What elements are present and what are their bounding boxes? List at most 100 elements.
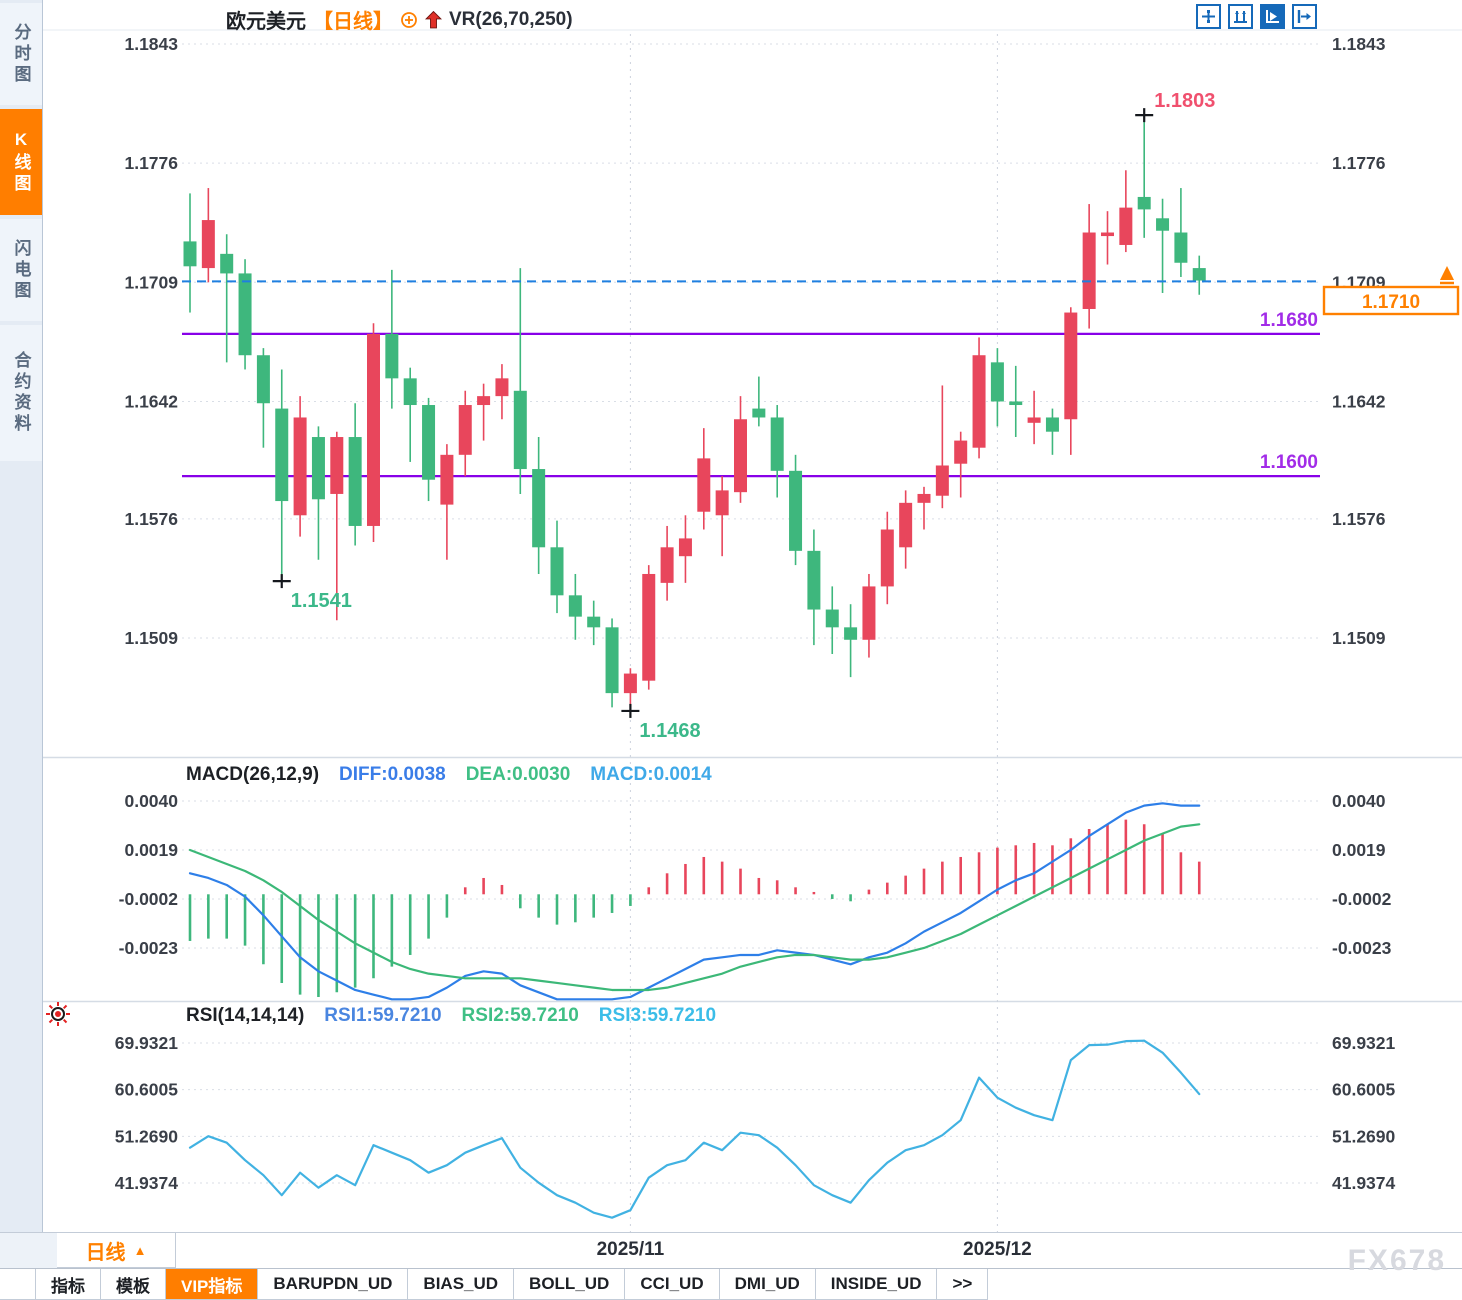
candle-body — [807, 550, 821, 610]
candle-body — [348, 437, 362, 526]
candle-body — [385, 333, 399, 379]
axis-tick-label: 0.0040 — [1332, 791, 1386, 811]
sidebar-tab-3[interactable]: 闪电图 — [0, 219, 42, 321]
indicator-tab-5[interactable]: BIAS_UD — [408, 1269, 515, 1300]
candle-body — [311, 437, 325, 500]
axis-tick-label: -0.0023 — [1332, 938, 1392, 958]
indicator-tab-2[interactable]: 模板 — [101, 1269, 166, 1300]
indicator-tab-8[interactable]: DMI_UD — [719, 1269, 816, 1300]
indicator-tab-7[interactable]: CCI_UD — [625, 1269, 720, 1300]
candle-body — [458, 405, 472, 455]
candle-body — [899, 502, 913, 548]
macd-hist-value: MACD:0.0014 — [590, 764, 712, 785]
circle-plus-icon[interactable] — [400, 11, 418, 29]
candle-body — [1064, 312, 1078, 420]
period-selector-label: 日线 — [85, 1241, 126, 1264]
indicator-tab-1[interactable]: 指标 — [36, 1269, 101, 1300]
candle-body — [330, 437, 344, 494]
axis-tick-label: 60.6005 — [115, 1080, 179, 1100]
candle-body — [935, 465, 949, 496]
axis-tick-label: -0.0002 — [119, 889, 179, 909]
axis-tick-label: 69.9321 — [115, 1033, 179, 1053]
candle-body — [623, 673, 637, 694]
symbol-title: 欧元美元 — [226, 11, 306, 33]
tabbar-more-button[interactable]: >> — [937, 1269, 989, 1300]
candle-body — [256, 355, 270, 404]
pane-shift-icon[interactable] — [1292, 4, 1317, 29]
low-annotation: 1.1468 — [639, 720, 700, 742]
candle-body — [734, 419, 747, 493]
sidebar-tab-4[interactable]: 合约资料 — [0, 325, 42, 461]
rsi-line — [188, 1039, 1201, 1219]
candle-body — [1009, 401, 1023, 406]
axis-tick-label: 1.1709 — [124, 272, 178, 292]
macd-label-row: MACD(26,12,9) DIFF:0.0038 DEA:0.0030 MAC… — [186, 764, 712, 786]
candle-body — [1082, 232, 1096, 309]
candle-body — [477, 396, 491, 406]
candle-body — [752, 408, 766, 418]
current-price-tag-box — [1322, 285, 1460, 316]
axis-play-icon[interactable] — [1260, 4, 1285, 29]
candle-body — [825, 609, 839, 628]
axis-tick-label: 41.9374 — [115, 1173, 179, 1193]
axis-tick-label: 1.1642 — [124, 391, 178, 411]
candle-body — [293, 417, 307, 516]
period-label[interactable]: 【日线】 — [313, 11, 393, 33]
candle-body — [697, 458, 711, 512]
indicator-tab-4[interactable]: BARUPDN_UD — [258, 1269, 409, 1300]
indicator-tab-3[interactable]: VIP指标 — [166, 1269, 259, 1300]
x-axis-month-label: 2025/12 — [963, 1239, 1032, 1260]
x-axis-strip: 日线 ▲ 2025/11 2025/12 — [0, 1232, 1462, 1268]
rsi1-value: RSI1:59.7210 — [324, 1005, 442, 1026]
axis-tick-label: 41.9374 — [1332, 1173, 1396, 1193]
candle-body — [403, 378, 417, 406]
candle-body — [1119, 207, 1133, 245]
candle-body — [495, 378, 509, 397]
indicator-settings-sun-icon[interactable] — [44, 1000, 72, 1033]
axis-tick-label: 1.1776 — [1332, 153, 1386, 173]
candle-body — [715, 490, 729, 516]
rsi3-value: RSI3:59.7210 — [598, 1005, 717, 1026]
chart-header: 欧元美元 【日线】 VR(26,70,250) — [226, 5, 573, 34]
tabbar-spacer — [0, 1269, 36, 1300]
candle-body — [678, 538, 692, 557]
axis-tick-label: 0.0040 — [124, 791, 178, 811]
axis-tick-label: 1.1509 — [124, 628, 178, 648]
candle-body — [568, 595, 582, 617]
candle-body — [954, 440, 968, 464]
candle-body — [238, 273, 252, 356]
x-axis-month-label: 2025/11 — [596, 1239, 665, 1260]
candle-body — [367, 333, 380, 526]
current-price-tag: 1.1710 — [1362, 292, 1420, 313]
candle-body — [1174, 232, 1188, 263]
candle-body — [862, 586, 876, 640]
axis-tick-label: 69.9321 — [1332, 1033, 1396, 1053]
candle-body — [880, 529, 894, 587]
candle-body — [201, 220, 215, 269]
axis-zoom-icon[interactable] — [1228, 4, 1253, 29]
axis-tick-label: 0.0019 — [1332, 840, 1386, 860]
axis-tick-label: 1.1576 — [124, 509, 178, 529]
red-up-arrow-icon[interactable] — [425, 10, 442, 29]
candle-body — [1027, 417, 1041, 423]
indicator-tab-9[interactable]: INSIDE_UD — [815, 1269, 938, 1300]
crosshair-icon[interactable] — [1196, 4, 1221, 29]
sidebar-tab-2[interactable]: K线图 — [0, 109, 42, 215]
candle-body — [990, 362, 1004, 402]
macd-title: MACD(26,12,9) — [186, 764, 320, 785]
axis-tick-label: 1.1776 — [124, 153, 178, 173]
candle-body — [642, 573, 656, 681]
candle-body — [275, 408, 289, 502]
left-sidebar: 分时图 K线图 闪电图 合约资料 — [0, 0, 43, 1232]
vr-indicator-label: VR(26,70,250) — [449, 8, 573, 30]
candle-body — [844, 627, 858, 640]
candle-body — [972, 355, 986, 448]
period-selector-button[interactable]: 日线 ▲ — [57, 1233, 176, 1268]
candle-body — [587, 616, 601, 628]
candle-body — [220, 253, 234, 274]
axis-tick-label: 51.2690 — [1332, 1126, 1396, 1146]
indicator-tab-6[interactable]: BOLL_UD — [514, 1269, 626, 1300]
sidebar-tab-1[interactable]: 分时图 — [0, 3, 42, 105]
